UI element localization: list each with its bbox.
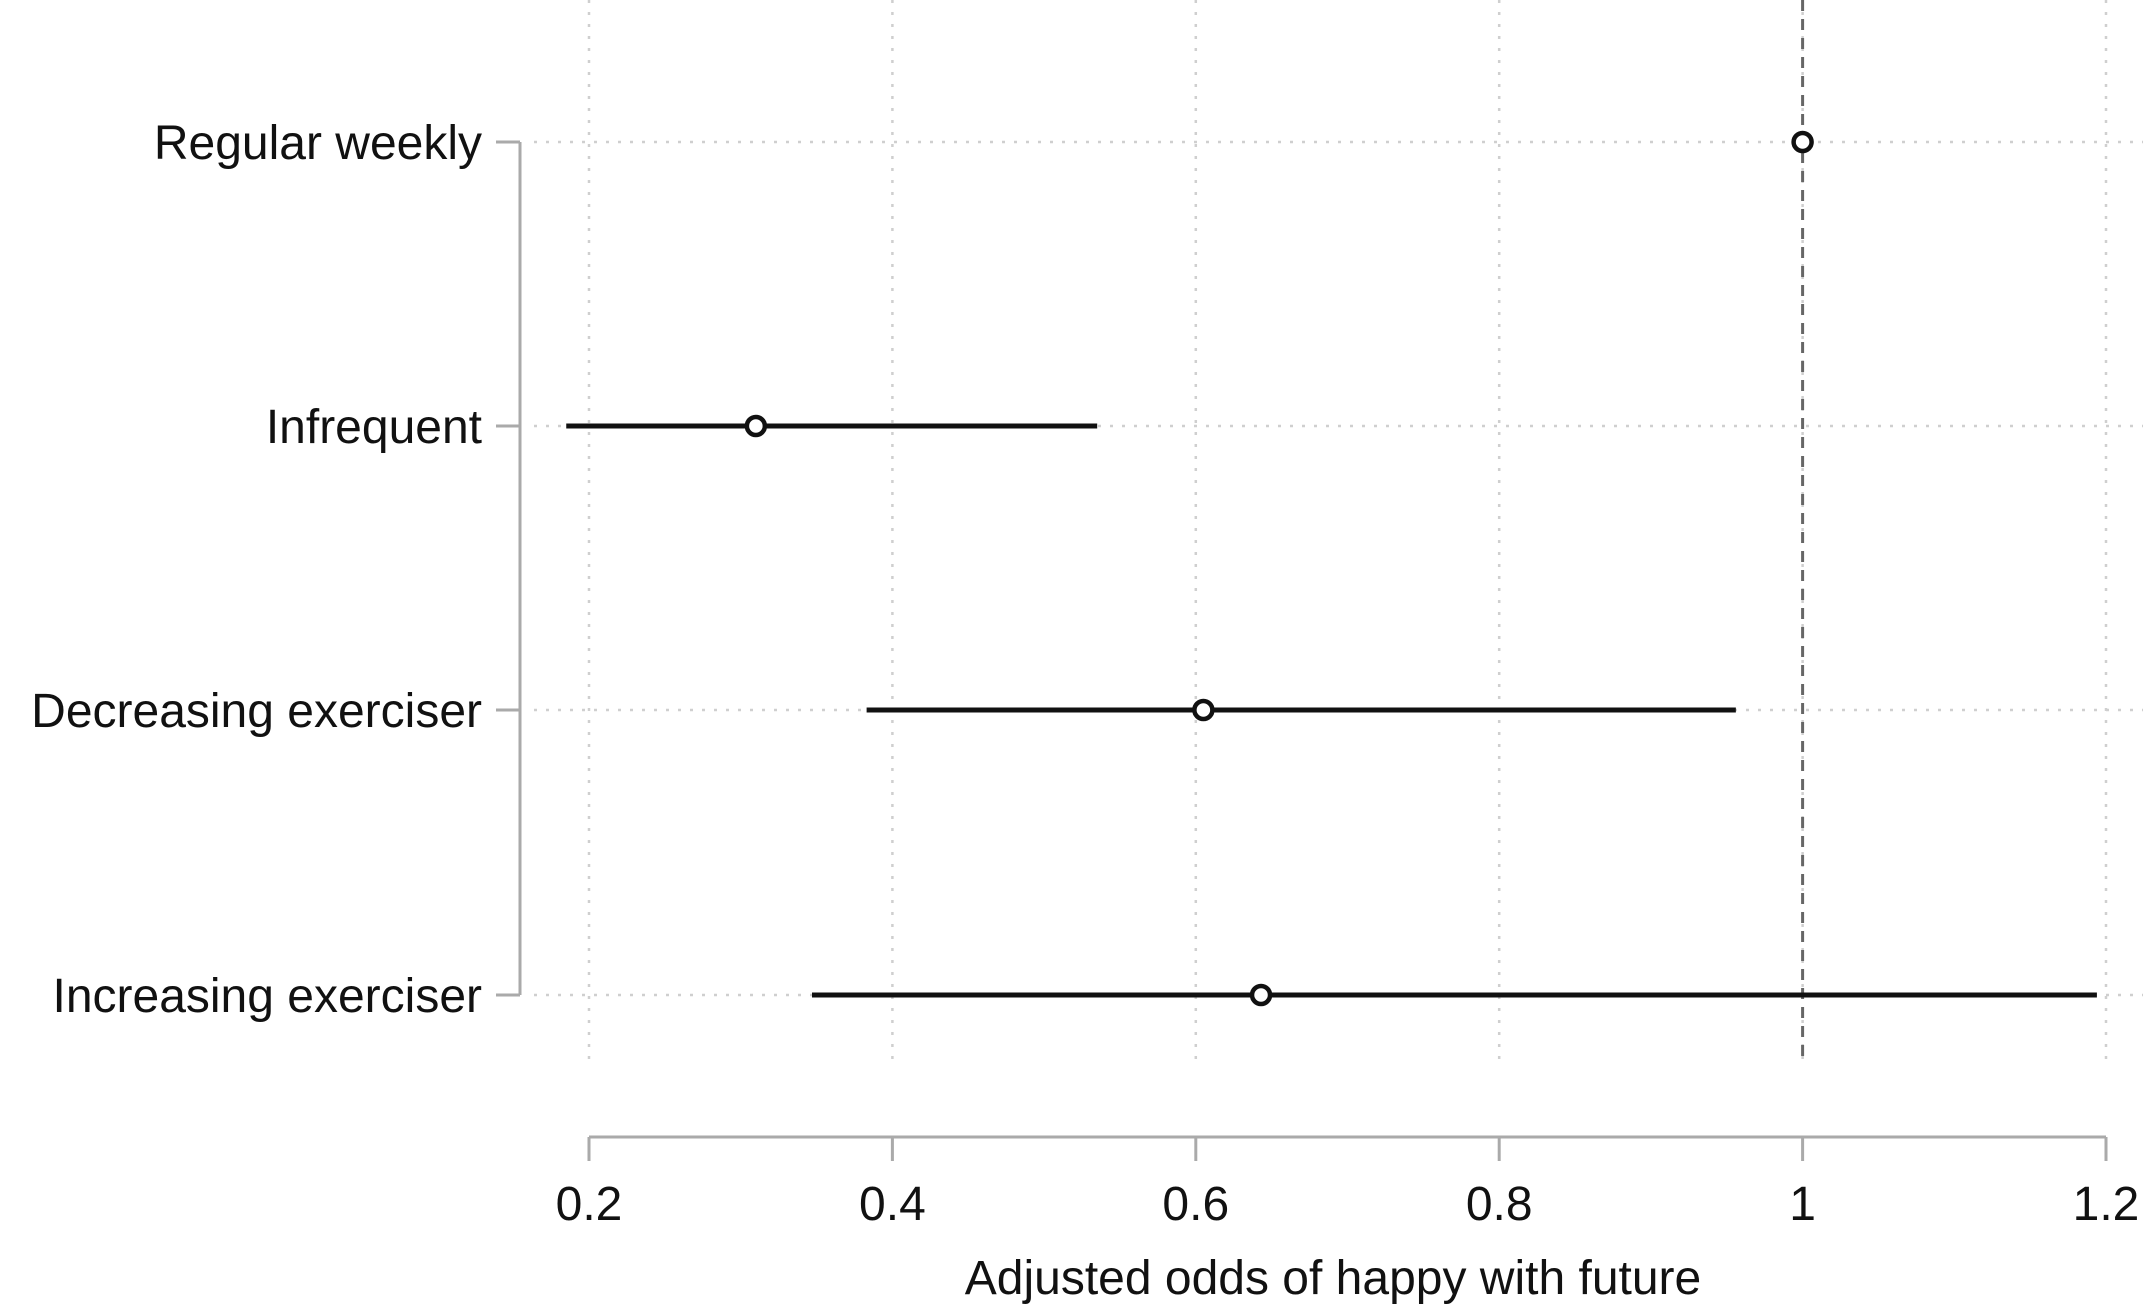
point-estimate [1791,130,1814,154]
point-estimate [1249,983,1273,1007]
point-estimate [744,414,768,438]
grid-layer [534,0,2143,1060]
x-tick-label: 1 [1789,1178,1816,1231]
category-label: Regular weekly [154,117,482,170]
axis-layer: Regular weekly Infrequent Decreasing exerc… [31,117,2139,1231]
x-tick-label: 0.8 [1466,1178,1533,1231]
category-label: Decreasing exerciser [31,685,482,738]
x-axis-title: Adjusted odds of happy with future [965,1252,1701,1304]
x-tick-label: 0.6 [1162,1178,1229,1231]
category-label: Infrequent [266,401,482,454]
data-layer [566,130,2097,1007]
x-tick-label: 1.2 [2073,1178,2140,1231]
category-label: Increasing exerciser [52,970,482,1023]
x-tick-label: 0.4 [859,1178,926,1231]
point-estimate [1192,698,1215,722]
x-tick-label: 0.2 [556,1178,623,1231]
